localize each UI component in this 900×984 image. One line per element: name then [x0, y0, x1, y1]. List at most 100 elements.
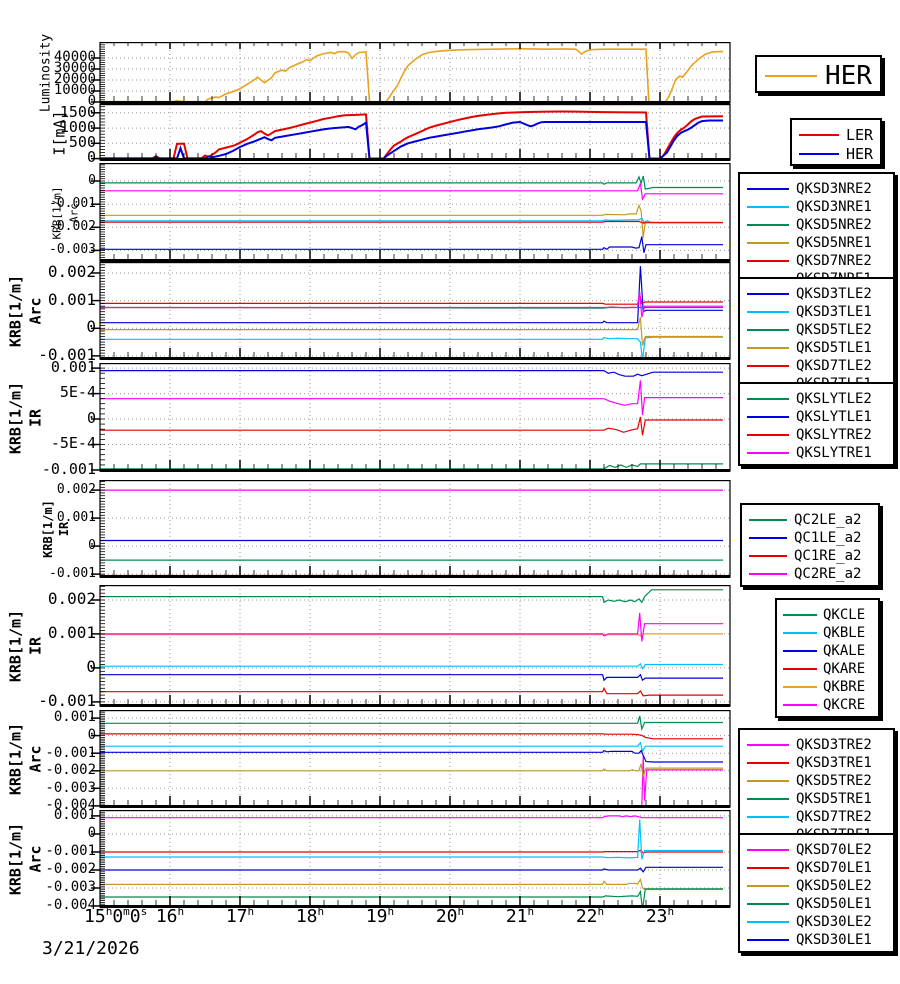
legend-line-sample: [747, 188, 789, 190]
x-tick-label: 23h: [645, 905, 675, 927]
plot-krb-ir-qksly: [91, 363, 731, 472]
legend-entry-label: QKSD3TRE1: [796, 755, 872, 771]
y-axis-sublabel: Arc: [26, 745, 45, 773]
legend-line-sample: [799, 152, 839, 155]
legend-line-sample: [747, 293, 789, 295]
y-tick-label: -0.001: [45, 744, 96, 761]
legend-line-sample: [799, 133, 839, 136]
plot-krb-ir-qk: [91, 585, 731, 707]
y-tick-label: 500: [68, 133, 96, 152]
legend-entry-label: QKSLYTLE1: [796, 409, 872, 425]
legend-entry-label: QKSD5NRE1: [796, 235, 872, 251]
legend-line-sample: [747, 939, 789, 941]
legend-entry: QKSD5TRE1: [747, 790, 893, 808]
y-axis-sublabel: Arc: [67, 202, 81, 223]
legend-entry: QKSD3NRE2: [747, 180, 893, 198]
y-tick-label: -0.001: [38, 691, 96, 711]
legend-entry: QKSD3TRE2: [747, 736, 893, 754]
plot-beam-current: [91, 104, 731, 161]
y-axis-sublabel: IR: [26, 636, 45, 656]
legend-entry: QKCRE: [783, 696, 878, 714]
y-tick-label: -0.002: [45, 762, 96, 779]
legend-entry-label: QKCLE: [823, 607, 866, 623]
legend-entry-label: QKARE: [823, 661, 866, 677]
legend-entry-label: QKSD3NRE1: [796, 199, 872, 215]
y-tick-label: -0.001: [49, 565, 96, 581]
legend-line-sample: [747, 903, 789, 905]
y-axis-label: KRB[1/m]: [6, 722, 25, 796]
legend-entry-label: LER: [846, 125, 874, 144]
legend-line-sample: [747, 242, 789, 244]
y-tick-label: 0.002: [47, 262, 96, 282]
legend-entry-label: QKSD3TLE2: [796, 286, 872, 302]
y-tick-label: 0: [87, 825, 96, 842]
y-axis-sublabel: Arc: [26, 297, 45, 325]
y-tick-label: -0.001: [41, 459, 96, 478]
legend-entry-label: QKSD3TRE2: [796, 737, 872, 753]
legend-krb-arc-nre: QKSD3NRE2 QKSD3NRE1 QKSD5NRE2 QKSD5NRE1 QKSD…: [738, 172, 895, 292]
legend-entry-label: QKSLYTRE1: [796, 445, 872, 461]
legend-line-sample: [765, 75, 817, 77]
legend-line-sample: [783, 632, 817, 634]
y-tick-label: 0: [86, 657, 96, 677]
legend-entry-label: QKCRE: [823, 697, 866, 713]
legend-entry: QKSD5NRE2: [747, 216, 893, 234]
legend-entry-label: QC1RE_a2: [794, 548, 862, 564]
y-axis-label: KRB[1/m]: [6, 609, 25, 683]
legend-line-sample: [747, 885, 789, 887]
legend-krb-arc-tre: QKSD3TRE2 QKSD3TRE1 QKSD5TRE2 QKSD5TRE1 QKSD…: [738, 728, 895, 848]
y-tick-label: -0.003: [45, 879, 96, 896]
y-axis-label: KRB[1/m]: [50, 186, 64, 239]
y-axis-label: KRB[1/m]: [6, 822, 25, 896]
y-tick-label: 1500: [59, 102, 96, 121]
legend-entry: QC2LE_a2: [749, 511, 878, 529]
legend-entry-label: HER: [825, 61, 872, 91]
legend-line-sample: [747, 921, 789, 923]
legend-entry-label: QKSD70LE1: [796, 860, 872, 876]
y-tick-label: 0: [87, 726, 96, 743]
y-tick-label: 20000: [53, 71, 96, 88]
legend-entry: QKSLYTLE1: [747, 408, 893, 426]
legend-entry: QKSLYTRE2: [747, 426, 893, 444]
legend-her-luminosity: HER: [755, 55, 882, 93]
legend-line-sample: [747, 398, 789, 400]
legend-line-sample: [747, 434, 789, 436]
legend-entry-label: QKSD70LE2: [796, 842, 872, 858]
legend-entry-label: QC2RE_a2: [794, 566, 862, 582]
legend-entry: QC2RE_a2: [749, 565, 878, 583]
legend-entry: QKSD5TLE1: [747, 339, 893, 357]
legend-entry: QKSD5TLE2: [747, 321, 893, 339]
y-axis-sublabel: IR: [26, 408, 45, 427]
legend-entry: QKSD5TRE2: [747, 772, 893, 790]
legend-line-sample: [747, 867, 789, 869]
y-tick-label: 30000: [53, 60, 96, 77]
y-axis-label: KRB[1/m]: [41, 500, 55, 558]
legend-line-sample: [747, 780, 789, 782]
y-tick-label: 5E-4: [59, 383, 96, 402]
y-tick-label: 0: [86, 317, 96, 337]
legend-line-sample: [747, 744, 789, 746]
y-tick-label: 1000: [59, 117, 96, 136]
y-tick-label: -0.004: [45, 797, 96, 814]
plot-krb-arc-0le: [91, 810, 731, 909]
legend-entry: QC1RE_a2: [749, 547, 878, 565]
legend-entry: QC1LE_a2: [749, 529, 878, 547]
y-axis-label: KRB[1/m]: [6, 381, 25, 454]
legend-entry-label: QKSLYTRE2: [796, 427, 872, 443]
x-tick-label: 22h: [575, 905, 605, 927]
legend-line-sample: [747, 816, 789, 818]
legend-line-sample: [747, 849, 789, 851]
y-tick-label: 0: [86, 408, 96, 427]
legend-line-sample: [747, 329, 789, 331]
legend-entry: QKSD7TRE2: [747, 808, 893, 826]
legend-entry: QKSD30LE1: [747, 931, 893, 949]
legend-entry-label: QKBLE: [823, 625, 866, 641]
legend-line-sample: [747, 260, 789, 262]
y-tick-label: 0: [88, 172, 96, 188]
legend-entry-label: QKSD50LE2: [796, 878, 872, 894]
legend-entry: HER: [765, 61, 880, 91]
legend-line-sample: [747, 224, 789, 226]
legend-entry-label: HER: [846, 144, 874, 163]
legend-krb-arc-tle: QKSD3TLE2 QKSD3TLE1 QKSD5TLE2 QKSD5TLE1 QKSD…: [738, 277, 895, 397]
legend-line-sample: [749, 555, 787, 557]
